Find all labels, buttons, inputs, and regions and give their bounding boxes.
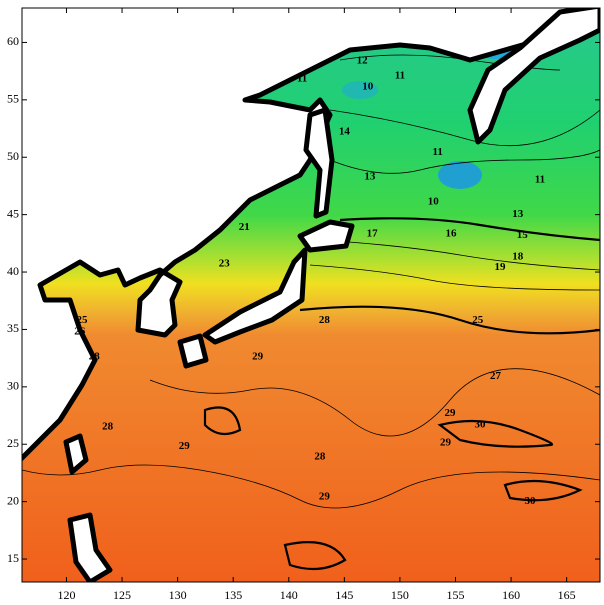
- contour-label: 29: [179, 440, 191, 452]
- isotherm-30: [437, 419, 553, 448]
- contour-label: 14: [339, 126, 351, 138]
- contour-label: 30: [474, 418, 486, 430]
- y-tick-label: 15: [7, 551, 19, 565]
- y-tick-label: 50: [7, 149, 19, 163]
- honshu: [202, 247, 308, 345]
- contour-label: 29: [440, 437, 452, 449]
- x-tick-label: 130: [169, 588, 187, 602]
- isotherm: [309, 264, 600, 291]
- contour-label: 18: [512, 251, 524, 263]
- x-tick-label: 150: [391, 588, 409, 602]
- y-tick-label: 35: [7, 321, 19, 335]
- isotherm-30: [503, 479, 583, 502]
- y-tick-label: 30: [7, 379, 19, 393]
- x-tick-label: 125: [113, 588, 131, 602]
- contour-label: 17: [367, 228, 379, 240]
- contour-label: 27: [490, 370, 502, 382]
- x-tick-label: 165: [558, 588, 576, 602]
- contour-label: 15: [517, 229, 529, 241]
- contour-label: 11: [297, 73, 307, 85]
- cold-pool: [438, 161, 482, 189]
- y-tick-label: 40: [7, 264, 19, 278]
- contour-label: 29: [444, 407, 456, 419]
- contour-label: 11: [433, 146, 443, 158]
- isotherm: [149, 368, 600, 437]
- isotherm: [299, 305, 600, 335]
- contour-label: 28: [89, 351, 101, 363]
- x-tick-label: 140: [280, 588, 298, 602]
- contour-label: 29: [319, 491, 331, 503]
- contour-label: 25: [472, 314, 484, 326]
- contour-label: 11: [395, 69, 405, 81]
- plot-frame: [21, 7, 601, 583]
- contour-label: 29: [252, 351, 264, 363]
- sakhalin: [303, 107, 335, 219]
- y-tick-label: 25: [7, 436, 19, 450]
- contour-label: 10: [428, 196, 440, 208]
- isotherm: [339, 217, 600, 242]
- x-tick-label: 120: [57, 588, 75, 602]
- y-tick-label: 55: [7, 92, 19, 106]
- contour-label: 23: [219, 258, 231, 270]
- contour-label: 28: [314, 450, 326, 462]
- cold-pool: [342, 81, 378, 99]
- contour-label: 10: [362, 81, 374, 93]
- contour-label: 19: [494, 261, 506, 273]
- y-tick-label: 45: [7, 206, 19, 220]
- kyushu: [177, 333, 209, 369]
- x-tick-label: 135: [224, 588, 242, 602]
- x-tick-label: 145: [335, 588, 353, 602]
- contour-label: 25: [77, 314, 89, 326]
- hokkaido: [297, 219, 355, 253]
- x-tick-label: 155: [447, 588, 465, 602]
- map-body: [22, 8, 600, 582]
- isotherm: [329, 149, 600, 174]
- taiwan: [63, 433, 89, 475]
- contour-label: 12: [357, 54, 369, 66]
- contour-label: 13: [512, 208, 524, 220]
- isotherm: [319, 239, 600, 271]
- isotherm-30: [283, 541, 347, 571]
- y-tick-label: 20: [7, 493, 19, 507]
- contour-label: 11: [535, 174, 545, 186]
- luzon: [67, 512, 113, 582]
- contour-label: 28: [319, 314, 331, 326]
- contour-label: 30: [524, 495, 536, 507]
- isotherm: [22, 464, 600, 509]
- isotherm-30: [203, 406, 242, 436]
- contour-label: 26: [74, 325, 86, 337]
- contour-label: 28: [102, 421, 114, 433]
- contour-label: 16: [446, 228, 458, 240]
- y-tick-label: 60: [7, 34, 19, 48]
- contour-label: 13: [364, 170, 376, 182]
- isotherm: [329, 109, 600, 147]
- contour-label: 21: [239, 221, 250, 233]
- x-tick-label: 160: [502, 588, 520, 602]
- asia-mainland: [22, 8, 578, 462]
- kamchatka: [467, 8, 600, 145]
